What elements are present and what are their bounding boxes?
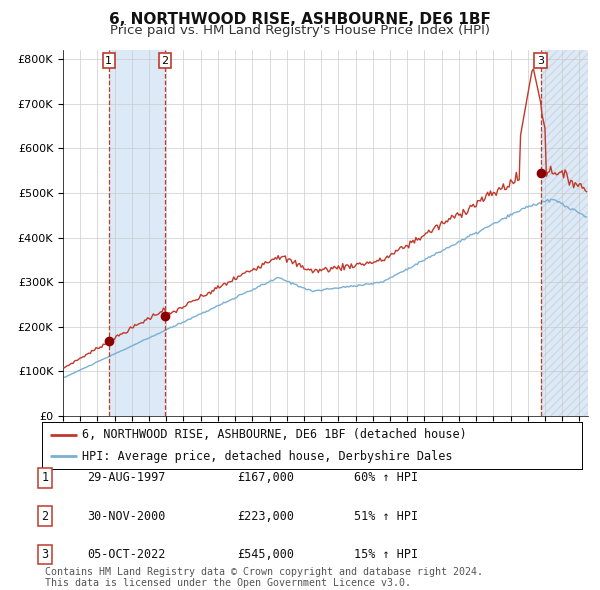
Bar — [541, 50, 588, 416]
Text: Contains HM Land Registry data © Crown copyright and database right 2024.
This d: Contains HM Land Registry data © Crown c… — [45, 566, 483, 588]
Text: 1: 1 — [105, 55, 112, 65]
Bar — [109, 50, 165, 416]
Text: Price paid vs. HM Land Registry's House Price Index (HPI): Price paid vs. HM Land Registry's House … — [110, 24, 490, 37]
Text: 15% ↑ HPI: 15% ↑ HPI — [354, 548, 418, 561]
Text: 2: 2 — [161, 55, 169, 65]
Text: 30-NOV-2000: 30-NOV-2000 — [87, 510, 166, 523]
Text: 3: 3 — [41, 548, 49, 561]
Text: 2: 2 — [41, 510, 49, 523]
Text: £223,000: £223,000 — [237, 510, 294, 523]
Text: HPI: Average price, detached house, Derbyshire Dales: HPI: Average price, detached house, Derb… — [83, 450, 453, 463]
Text: 1: 1 — [41, 471, 49, 484]
Text: 51% ↑ HPI: 51% ↑ HPI — [354, 510, 418, 523]
Bar — [541, 50, 588, 416]
Text: 60% ↑ HPI: 60% ↑ HPI — [354, 471, 418, 484]
Text: £167,000: £167,000 — [237, 471, 294, 484]
Text: 6, NORTHWOOD RISE, ASHBOURNE, DE6 1BF (detached house): 6, NORTHWOOD RISE, ASHBOURNE, DE6 1BF (d… — [83, 428, 467, 441]
Text: 6, NORTHWOOD RISE, ASHBOURNE, DE6 1BF: 6, NORTHWOOD RISE, ASHBOURNE, DE6 1BF — [109, 12, 491, 27]
Text: 29-AUG-1997: 29-AUG-1997 — [87, 471, 166, 484]
Text: £545,000: £545,000 — [237, 548, 294, 561]
Text: 3: 3 — [537, 55, 544, 65]
Text: 05-OCT-2022: 05-OCT-2022 — [87, 548, 166, 561]
